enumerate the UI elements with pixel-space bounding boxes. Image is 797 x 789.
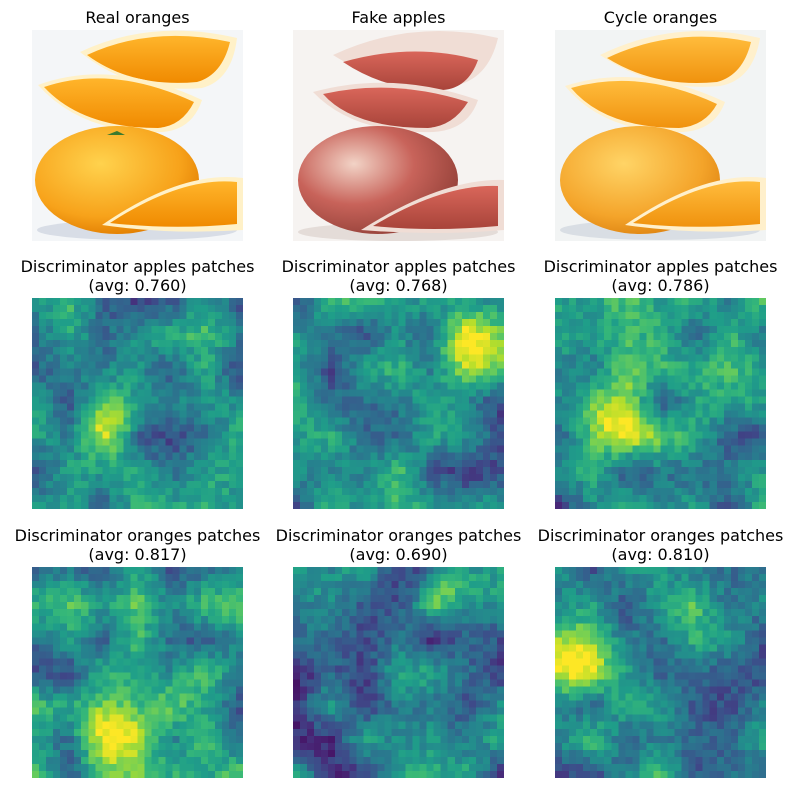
disc-apples-heatmap-3 <box>555 298 766 509</box>
title-line: Discriminator oranges patches <box>537 526 784 545</box>
cycle-oranges-image <box>555 30 766 241</box>
title-disc-apples-1: Discriminator apples patches (avg: 0.760… <box>2 257 273 295</box>
fake-apples-image <box>293 30 504 241</box>
title-real-oranges: Real oranges <box>85 8 190 27</box>
title-line: Discriminator apples patches <box>20 257 255 276</box>
title-avg: (avg: 0.690) <box>349 545 448 564</box>
title-avg: (avg: 0.810) <box>611 545 710 564</box>
disc-oranges-heatmap-1 <box>32 567 243 778</box>
title-avg: (avg: 0.760) <box>88 276 187 295</box>
title-avg: (avg: 0.786) <box>611 276 710 295</box>
disc-oranges-heatmap-2 <box>293 567 504 778</box>
title-line: Discriminator apples patches <box>281 257 516 276</box>
title-disc-apples-2: Discriminator apples patches (avg: 0.768… <box>263 257 534 295</box>
real-oranges-image <box>32 30 243 241</box>
title-fake-apples: Fake apples <box>351 8 446 27</box>
title-disc-oranges-2: Discriminator oranges patches (avg: 0.69… <box>263 526 534 564</box>
title-avg: (avg: 0.817) <box>88 545 187 564</box>
title-line: Discriminator oranges patches <box>275 526 522 545</box>
title-disc-oranges-3: Discriminator oranges patches (avg: 0.81… <box>525 526 796 564</box>
title-line: Discriminator apples patches <box>543 257 778 276</box>
title-disc-oranges-1: Discriminator oranges patches (avg: 0.81… <box>2 526 273 564</box>
title-line: Discriminator oranges patches <box>14 526 261 545</box>
title-cycle-oranges: Cycle oranges <box>603 8 718 27</box>
title-avg: (avg: 0.768) <box>349 276 448 295</box>
title-disc-apples-3: Discriminator apples patches (avg: 0.786… <box>525 257 796 295</box>
disc-apples-heatmap-2 <box>293 298 504 509</box>
disc-oranges-heatmap-3 <box>555 567 766 778</box>
disc-apples-heatmap-1 <box>32 298 243 509</box>
